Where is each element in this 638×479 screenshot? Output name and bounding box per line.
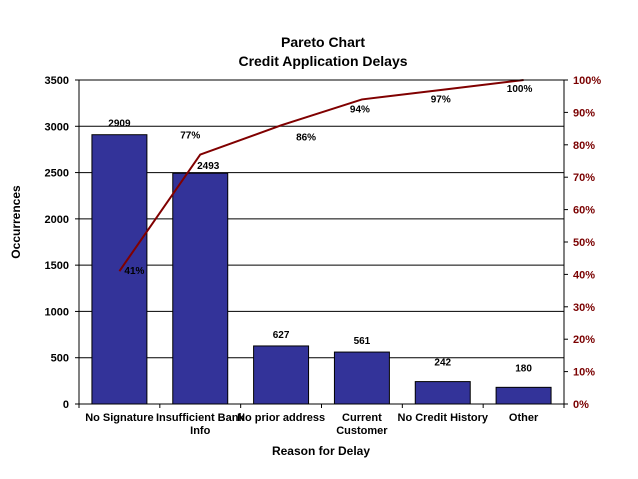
y-tick-label: 0	[63, 399, 69, 411]
y-axis-left-ticks: 0 500 1000 1500 2000 2500 3000 3500	[45, 75, 79, 411]
bar-data-label: 180	[515, 363, 532, 374]
y2-tick-label: 50%	[573, 237, 595, 249]
y-tick-label: 2500	[45, 168, 69, 180]
x-tick-label: No Signature	[85, 412, 153, 424]
cumulative-percent-line	[118, 79, 524, 272]
y-tick-label: 500	[51, 353, 69, 365]
x-axis-label: Reason for Delay	[272, 444, 370, 458]
plot-area	[79, 80, 564, 404]
percent-data-label: 94%	[350, 104, 370, 115]
y-tick-label: 1500	[45, 260, 69, 272]
bar-data-labels: 2909 2493 627 561 242 180	[108, 119, 532, 375]
bar-data-label: 2493	[197, 161, 220, 172]
y-tick-label: 2000	[45, 214, 69, 226]
x-tick-label: Insufficient Bank Info	[156, 412, 246, 437]
percent-data-label: 86%	[296, 132, 316, 143]
bar	[414, 381, 471, 405]
y2-tick-label: 80%	[573, 140, 595, 152]
chart-title: Pareto Chart	[281, 34, 365, 50]
chart-subtitle: Credit Application Delays	[238, 53, 407, 69]
bar	[172, 172, 229, 405]
percent-data-label: 100%	[507, 84, 533, 95]
y-tick-label: 3000	[45, 121, 69, 133]
y-tick-label: 3500	[45, 75, 69, 87]
x-tick-label: Current Customer	[336, 412, 388, 437]
bar	[253, 345, 310, 405]
y2-tick-label: 70%	[573, 172, 595, 184]
y2-tick-label: 30%	[573, 302, 595, 314]
y-axis-label: Occurrences	[9, 185, 23, 259]
x-tick-label: No prior address	[237, 412, 325, 424]
y2-tick-label: 100%	[573, 75, 601, 87]
bar	[333, 351, 390, 405]
bar-data-label: 561	[354, 336, 371, 347]
y2-tick-label: 90%	[573, 107, 595, 119]
bar	[495, 386, 552, 405]
bar-data-label: 242	[434, 358, 451, 369]
y-tick-label: 1000	[45, 306, 69, 318]
percent-data-labels: 41% 77% 86% 94% 97% 100%	[124, 84, 532, 277]
y2-tick-label: 40%	[573, 269, 595, 281]
percent-data-label: 41%	[124, 266, 144, 277]
x-tick-label: No Credit History	[398, 412, 489, 424]
y2-tick-label: 20%	[573, 334, 595, 346]
percent-data-label: 97%	[431, 95, 451, 106]
y2-tick-label: 10%	[573, 367, 595, 379]
bar-data-label: 627	[273, 330, 290, 341]
y2-tick-label: 60%	[573, 205, 595, 217]
percent-data-label: 77%	[180, 131, 200, 142]
x-tick-label: Other	[509, 412, 539, 424]
bar-data-label: 2909	[108, 119, 131, 130]
y-axis-right-ticks: 0% 10% 20% 30% 40% 50% 60% 70% 80% 90% 100%	[564, 75, 601, 411]
y2-tick-label: 0%	[573, 399, 589, 411]
